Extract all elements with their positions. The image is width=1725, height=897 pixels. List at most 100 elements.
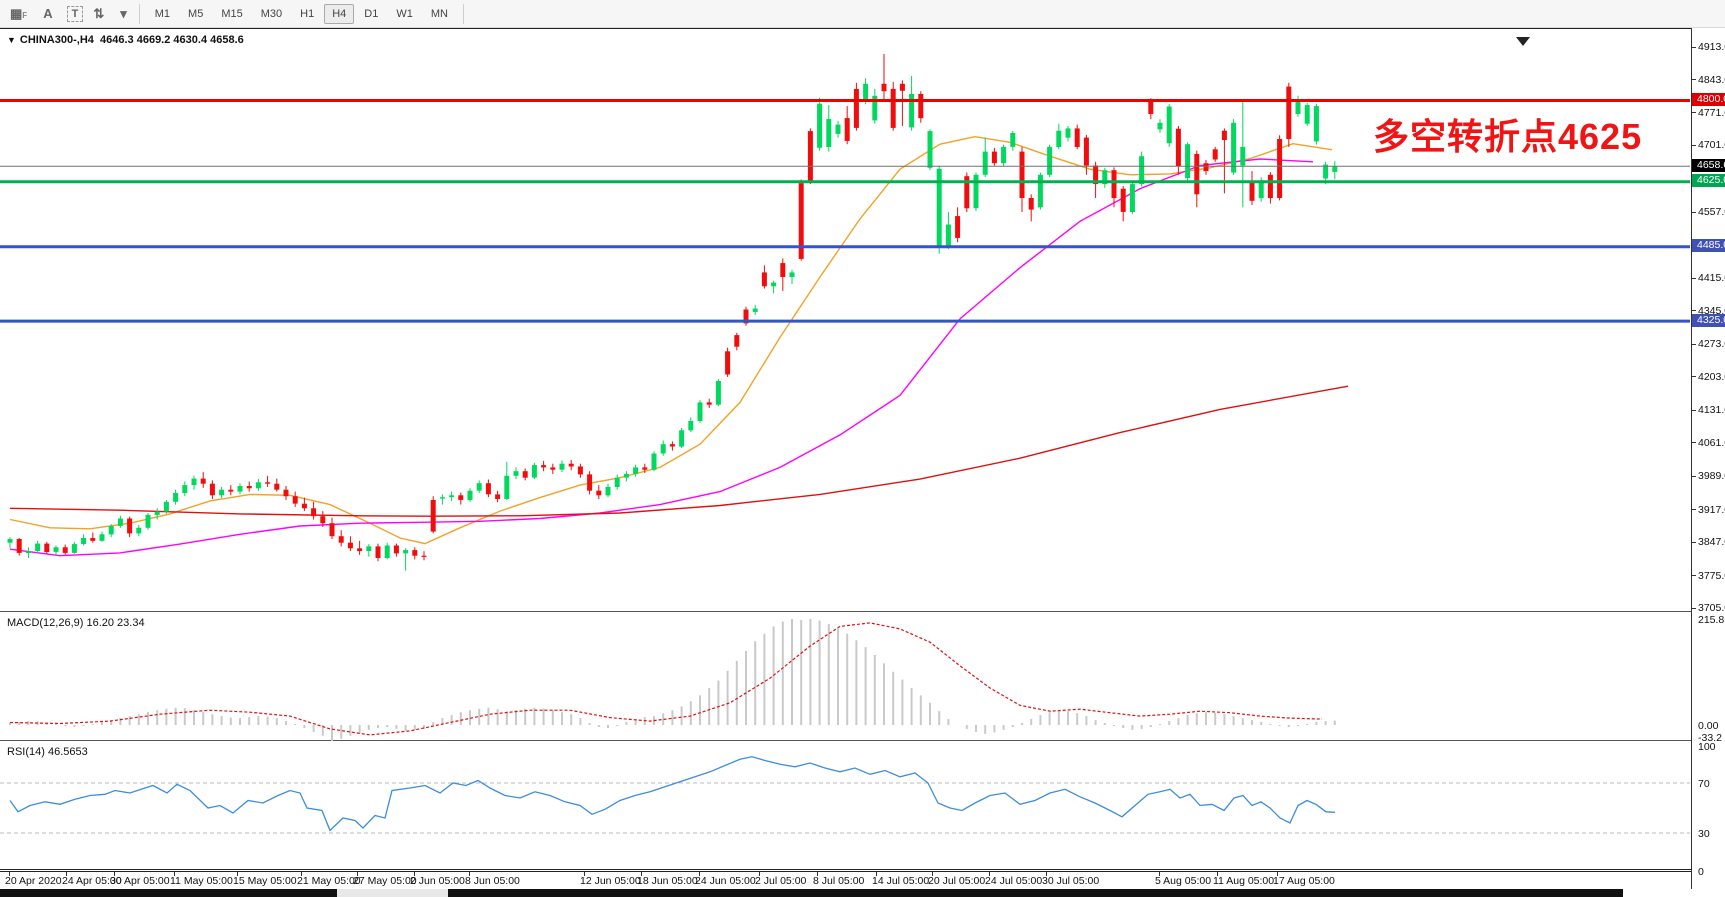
price-tick-label: 4771.0 [1698,106,1725,119]
time-tickmark [301,872,302,876]
rsi-axis-label: 100 [1698,740,1716,753]
time-tick-label: 2 Jul 05:00 [755,875,807,887]
time-tickmark [1159,872,1160,876]
candles-layer [7,54,1338,571]
macd-axis-label: -33.2 [1698,732,1722,744]
symbol-dropdown-icon[interactable]: ▼ [7,35,16,45]
timeframe-mn[interactable]: MN [430,7,448,20]
price-tick-label: 3917.0 [1698,503,1725,516]
timeframe-m30[interactable]: M30 [260,7,283,20]
time-tickmark [114,872,115,876]
timeframe-w1[interactable]: W1 [396,7,413,20]
time-tickmark [641,872,642,876]
rsi-line [9,756,1336,832]
price-tickmark [1692,442,1696,444]
main-chart-panel[interactable] [0,28,1691,612]
rsi-chart[interactable] [0,742,1691,870]
price-badge-4485.0: 4485.0 [1692,239,1725,253]
cursor-tool-icon[interactable]: A [43,6,53,21]
ma-slow-line [9,385,1349,517]
timeframe-h4[interactable]: H4 [324,3,355,24]
time-tickmark [174,872,175,876]
price-tick-label: 4131.0 [1698,404,1725,417]
macd-axis-label: 0.00 [1698,720,1719,732]
rsi-axis-label: 0 [1698,865,1704,878]
time-tickmark [237,872,238,876]
toolbar-separator [138,3,140,24]
time-tick-label: 14 Jul 05:00 [872,875,930,887]
time-tick-label: 8 Jun 05:00 [465,875,520,887]
crosshair-tool-icon[interactable]: ⇅ [93,5,105,21]
window-edge-segment [448,889,1623,897]
time-tick-label: 30 Apr 05:00 [110,875,170,887]
time-tick-label: 8 Jul 05:00 [813,875,865,887]
time-tickmark [357,872,358,876]
price-tick-label: 4701.0 [1698,139,1725,152]
price-badge-4658.6: 4658.6 [1692,158,1725,172]
tool-dropdown-icon[interactable]: ▾ [120,5,127,21]
symbol-ohlc: 4646.3 4669.2 4630.4 4658.6 [100,34,244,46]
time-tick-label: 30 Jul 05:00 [1042,875,1100,887]
time-tickmark [932,872,933,876]
text-label-tool-icon[interactable]: T [66,5,84,22]
rsi-axis-label: 30 [1698,828,1710,840]
price-tick-label: 4061.0 [1698,436,1725,449]
time-tick-label: 15 May 05:00 [233,875,297,887]
time-tick-label: 21 May 05:00 [297,875,361,887]
time-tickmark [9,872,10,876]
window-edge-segment [0,889,337,897]
time-tick-label: 18 Jun 05:00 [637,875,698,887]
scroll-end-marker-icon[interactable] [1516,37,1530,46]
time-tick-label: 20 Apr 2020 [5,875,62,887]
price-tickmark [1692,475,1696,477]
price-tickmark [1692,211,1696,213]
time-tickmark [989,872,990,876]
time-tickmark [469,872,470,876]
symbol-name: CHINA300-,H4 [19,34,94,46]
timeframe-h1[interactable]: H1 [300,7,315,20]
timeframe-m5[interactable]: M5 [188,7,204,20]
toolbar-separator [462,3,464,24]
time-axis[interactable]: 20 Apr 2020 24 Apr 05:00 30 Apr 05:00 11 Ma… [0,871,1691,889]
time-tick-label: 5 Aug 05:00 [1155,875,1212,887]
price-badge-4325.0: 4325.0 [1692,313,1725,327]
price-tick-label: 4415.0 [1698,272,1725,285]
price-tickmark [1692,277,1696,279]
chart-title: ▼ CHINA300-,H4 4646.3 4669.2 4630.4 4658.… [7,34,244,46]
ma-mid-line [9,158,1314,557]
price-tick-label: 4557.0 [1698,206,1725,219]
price-tickmark [1692,144,1696,146]
price-tick-label: 3705.0 [1698,602,1725,615]
macd-chart[interactable] [0,613,1691,741]
chart-annotation-text: 多空转折点4625 [1373,116,1643,157]
time-tick-label: 24 Apr 05:00 [62,875,122,887]
timeframe-d1[interactable]: D1 [364,7,379,20]
price-tick-label: 4843.0 [1698,73,1725,86]
price-tick-label: 3847.0 [1698,536,1725,549]
rsi-panel[interactable] [0,742,1691,870]
price-axis[interactable]: 4913.04843.04771.04701.04557.04415.04345… [1691,28,1725,889]
macd-panel[interactable] [0,613,1691,741]
timeframe-m1[interactable]: M1 [154,7,171,20]
price-tick-label: 3775.0 [1698,569,1725,582]
price-tickmark [1692,541,1696,543]
macd-signal-line [9,622,1323,736]
price-tickmark [1692,310,1696,312]
time-tick-label: 11 Aug 05:00 [1213,875,1275,887]
time-tickmark [759,872,760,876]
rsi-label: RSI(14) 46.5653 [7,746,88,758]
time-tick-label: 24 Jul 05:00 [985,875,1043,887]
timeframe-m15[interactable]: M15 [221,7,243,20]
time-tick-label: 2 Jun 05:00 [410,875,465,887]
time-tickmark [1277,872,1278,876]
time-tick-label: 24 Jun 05:00 [695,875,756,887]
bottom-window-edge [0,889,1725,897]
indicator-grid-tool-icon[interactable]: ▦F [10,5,28,21]
time-tickmark [699,872,700,876]
time-tickmark [1046,872,1047,876]
price-tickmark [1692,79,1696,80]
time-tick-label: 11 May 05:00 [170,875,233,887]
price-tick-label: 4913.0 [1698,41,1725,53]
horizontal-lines[interactable] [0,99,1690,323]
candlestick-chart[interactable] [0,29,1691,613]
